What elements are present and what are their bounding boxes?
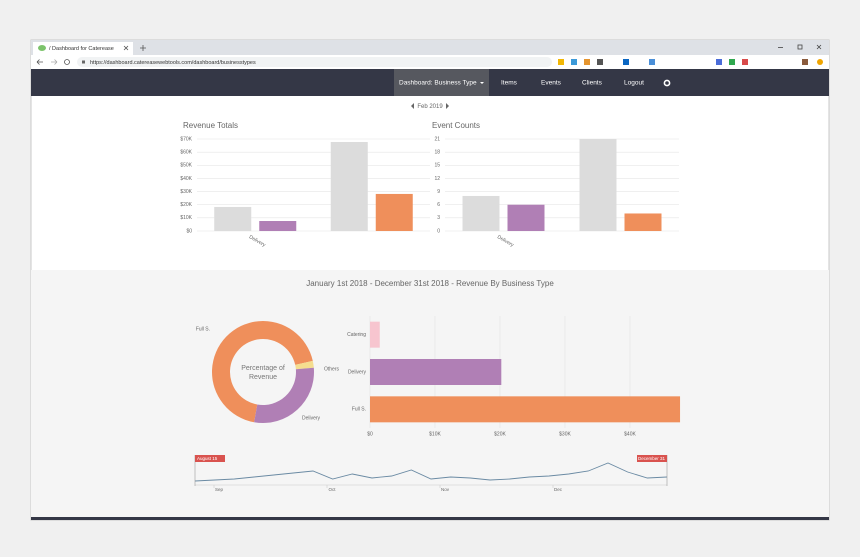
- nav-item[interactable]: Items: [501, 80, 518, 87]
- y-tick-label: 6: [437, 202, 440, 208]
- x-tick-label: Nov: [441, 487, 450, 492]
- ext-icon[interactable]: [597, 59, 603, 65]
- section-title: January 1st 2018 - December 31st 2018 - …: [306, 279, 554, 288]
- tab-strip: [31, 40, 829, 55]
- nav-item[interactable]: Logout: [624, 80, 644, 87]
- slice-label: Full S.: [196, 326, 210, 332]
- prev-month[interactable]: [411, 103, 414, 109]
- next-month[interactable]: [446, 103, 449, 109]
- favicon: [38, 45, 46, 51]
- url: https://dashboard.catereasewebtools.com/…: [90, 60, 256, 66]
- caret: [480, 82, 484, 84]
- bar: [370, 321, 380, 348]
- close[interactable]: [816, 44, 822, 50]
- donut-slice: [254, 367, 314, 423]
- ext-icon[interactable]: [649, 59, 655, 65]
- y-tick-label: $10K: [180, 215, 192, 221]
- nav-item[interactable]: Dashboard: Business Type: [399, 80, 477, 87]
- bar: [214, 206, 252, 231]
- ext-icon[interactable]: [584, 59, 590, 65]
- ext-icon[interactable]: [729, 59, 735, 65]
- ext-icon[interactable]: [571, 59, 577, 65]
- bar: [462, 195, 500, 231]
- y-tick-label: $20K: [180, 202, 192, 208]
- y-tick-label: $70K: [180, 136, 192, 142]
- bar: [370, 359, 502, 385]
- navigator-line: [194, 462, 668, 482]
- bar: [507, 204, 545, 231]
- slice-label: Others: [324, 366, 340, 372]
- y-tick-label: 18: [434, 149, 440, 155]
- y-tick-label: Catering: [347, 332, 366, 338]
- slice-label: Delivery: [302, 415, 321, 421]
- ext-icon[interactable]: [742, 59, 748, 65]
- chart-title: Event Counts: [432, 121, 480, 130]
- y-tick-label: $0: [186, 228, 192, 234]
- back[interactable]: [36, 59, 43, 65]
- new-tab[interactable]: [140, 45, 146, 51]
- period: Feb 2019: [417, 104, 443, 110]
- x-tick-label: Dec: [554, 487, 563, 492]
- y-tick-label: 3: [437, 215, 440, 221]
- bar: [579, 139, 617, 231]
- ext-icon[interactable]: [716, 59, 722, 65]
- lower-section: [31, 270, 829, 517]
- bar: [370, 396, 681, 423]
- x-tick-label: $40K: [624, 431, 636, 437]
- range-flag: [195, 455, 225, 462]
- y-tick-label: 0: [437, 228, 440, 234]
- y-tick-label: Full S.: [352, 407, 366, 413]
- bar: [259, 221, 297, 231]
- chart-title: Revenue Totals: [183, 121, 238, 130]
- y-tick-label: 9: [437, 189, 440, 195]
- y-tick-label: $50K: [180, 163, 192, 169]
- bar: [375, 193, 413, 231]
- nav-item[interactable]: Events: [541, 80, 562, 87]
- reload[interactable]: [64, 59, 70, 65]
- y-tick-label: $60K: [180, 149, 192, 155]
- nav-active: [394, 69, 489, 96]
- donut-slice: [211, 321, 313, 423]
- tab-close[interactable]: [123, 45, 129, 51]
- x-tick-label: Sep: [215, 487, 224, 492]
- settings[interactable]: [663, 79, 671, 87]
- lock: [82, 60, 85, 64]
- forward[interactable]: [51, 59, 58, 65]
- y-tick-label: $40K: [180, 176, 192, 182]
- y-tick-label: Delivery: [348, 369, 367, 375]
- ext-icon[interactable]: [623, 59, 629, 65]
- bar: [330, 142, 368, 231]
- range-label: August 15: [197, 456, 218, 461]
- y-tick-label: $30K: [180, 189, 192, 195]
- maximize[interactable]: [797, 44, 803, 50]
- y-tick-label: 21: [434, 136, 440, 142]
- y-tick-label: 15: [434, 163, 440, 169]
- address-bar[interactable]: [77, 57, 552, 67]
- donut-center-label: Percentage of Revenue: [241, 365, 285, 381]
- extensions: [558, 59, 823, 65]
- range-label: December 31: [638, 456, 666, 461]
- profile[interactable]: [817, 59, 823, 65]
- tab-title: / Dashboard for Caterease: [49, 46, 114, 52]
- ext-icon[interactable]: [558, 59, 564, 65]
- y-tick-label: 12: [434, 176, 440, 182]
- x-tick-label: $10K: [429, 431, 441, 437]
- ext-icon[interactable]: [802, 59, 808, 65]
- x-tick-label: $0: [367, 431, 373, 437]
- bar: [624, 213, 662, 231]
- footer-bar: [31, 517, 829, 520]
- x-tick-label: $20K: [494, 431, 506, 437]
- tab[interactable]: [33, 42, 133, 55]
- donut-slice: [295, 360, 314, 370]
- nav-item[interactable]: Clients: [582, 80, 603, 87]
- range-flag: [637, 455, 667, 462]
- x-tick-label: $30K: [559, 431, 571, 437]
- x-tick-label: Oct: [328, 487, 336, 492]
